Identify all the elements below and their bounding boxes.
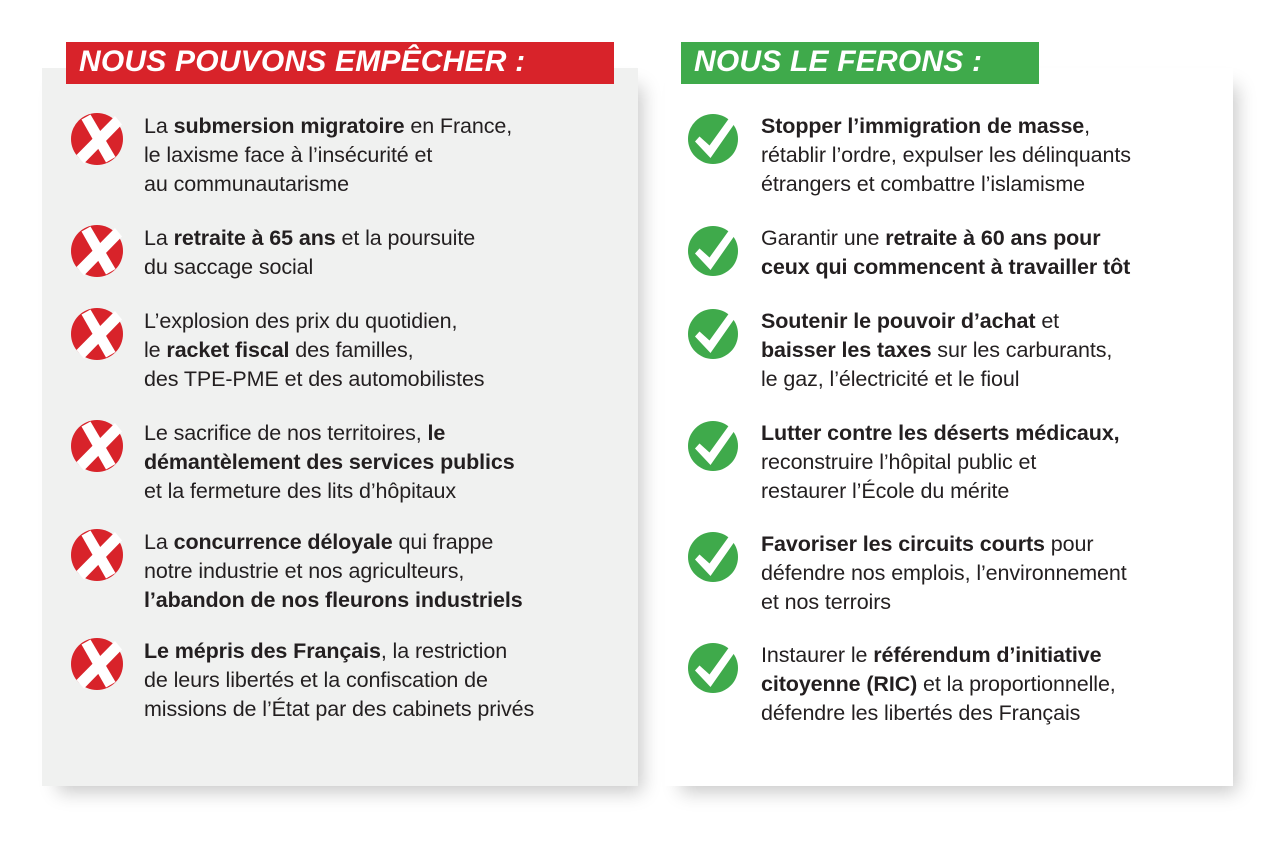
list-item-text: Favoriser les circuits courts pour défend…	[761, 532, 1127, 614]
check-icon	[685, 305, 743, 363]
list-item-text: La retraite à 65 ans et la poursuite du s…	[144, 226, 476, 279]
list-item: La concurrence déloyale qui frappe notre …	[68, 525, 624, 615]
check-icon	[685, 110, 743, 168]
left-panel-list: La submersion migratoire en France, le la…	[42, 68, 638, 743]
list-item-text: Garantir une retraite à 60 ans pour ceux …	[761, 226, 1131, 279]
list-item: Le sacrifice de nos territoires, le déman…	[68, 416, 624, 506]
list-item: Favoriser les circuits courts pour défend…	[685, 527, 1219, 617]
list-item: La retraite à 65 ans et la poursuite du s…	[68, 221, 624, 282]
left-panel-banner-label: NOUS POUVONS EMPÊCHER :	[79, 45, 526, 78]
list-item: Lutter contre les déserts médicaux, recon…	[685, 416, 1219, 506]
left-panel-banner: NOUS POUVONS EMPÊCHER :	[66, 42, 614, 84]
list-item-text: Le sacrifice de nos territoires, le déman…	[144, 421, 515, 503]
cross-icon	[68, 305, 126, 363]
list-item: La submersion migratoire en France, le la…	[68, 109, 624, 199]
cross-icon	[68, 110, 126, 168]
right-panel-banner: NOUS LE FERONS :	[681, 42, 1039, 84]
left-panel-card: La submersion migratoire en France, le la…	[42, 68, 638, 786]
list-item-text: Lutter contre les déserts médicaux, recon…	[761, 421, 1120, 503]
right-panel-list: Stopper l’immigration de masse, rétablir …	[665, 68, 1233, 749]
list-item-text: Le mépris des Français, la restriction de…	[144, 639, 535, 721]
list-item: Stopper l’immigration de masse, rétablir …	[685, 109, 1219, 199]
right-panel-card: Stopper l’immigration de masse, rétablir …	[665, 68, 1233, 786]
list-item: Soutenir le pouvoir d’achat et baisser le…	[685, 304, 1219, 394]
list-item: L’explosion des prix du quotidien, le rac…	[68, 304, 624, 394]
list-item-text: Stopper l’immigration de masse, rétablir …	[761, 114, 1131, 196]
check-icon	[685, 417, 743, 475]
right-panel-banner-label: NOUS LE FERONS :	[694, 45, 983, 78]
check-icon	[685, 528, 743, 586]
list-item-text: La submersion migratoire en France, le la…	[144, 114, 513, 196]
cross-icon	[68, 417, 126, 475]
list-item-text: L’explosion des prix du quotidien, le rac…	[144, 309, 485, 391]
check-icon	[685, 639, 743, 697]
list-item: Garantir une retraite à 60 ans pour ceux …	[685, 221, 1219, 282]
list-item-text: La concurrence déloyale qui frappe notre …	[144, 530, 523, 612]
list-item-text: Soutenir le pouvoir d’achat et baisser le…	[761, 309, 1113, 391]
cross-icon	[68, 526, 126, 584]
list-item: Le mépris des Français, la restriction de…	[68, 634, 624, 724]
list-item-text: Instaurer le référendum d’initiative cito…	[761, 643, 1116, 725]
list-item: Instaurer le référendum d’initiative cito…	[685, 638, 1219, 728]
cross-icon	[68, 635, 126, 693]
check-icon	[685, 222, 743, 280]
cross-icon	[68, 222, 126, 280]
